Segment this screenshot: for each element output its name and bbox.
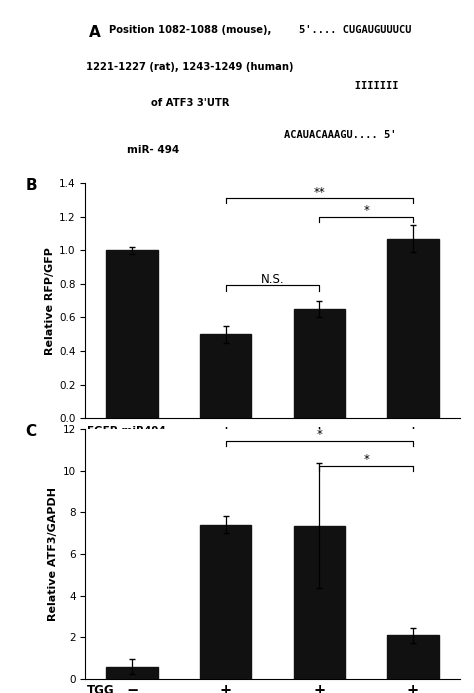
Text: miR-494 antisense: miR-494 antisense — [87, 509, 196, 519]
Text: +: + — [314, 453, 325, 466]
Text: −: − — [220, 508, 231, 521]
Text: +: + — [408, 453, 419, 466]
Text: TGG: TGG — [87, 684, 115, 693]
Text: +: + — [313, 683, 326, 693]
Text: 1221-1227 (rat), 1243-1249 (human): 1221-1227 (rat), 1243-1249 (human) — [86, 62, 294, 72]
Text: ACAUACAAAGU.... 5': ACAUACAAAGU.... 5' — [284, 130, 396, 140]
Text: −: − — [127, 480, 137, 493]
Bar — [106, 667, 158, 679]
Text: Position 1082-1088 (mouse),: Position 1082-1088 (mouse), — [109, 26, 271, 35]
Text: B: B — [26, 178, 37, 193]
Text: +: + — [220, 453, 231, 466]
Text: RFP-ATF3-3'UTR: RFP-ATF3-3'UTR — [87, 454, 182, 464]
Y-axis label: Relative RFP/GFP: Relative RFP/GFP — [45, 247, 55, 355]
Text: N.S.: N.S. — [261, 273, 284, 286]
Text: +: + — [219, 683, 232, 693]
Text: +: + — [127, 453, 137, 466]
Y-axis label: Relative ATF3/GAPDH: Relative ATF3/GAPDH — [48, 487, 58, 621]
Text: **: ** — [313, 186, 325, 199]
Text: 5'.... CUGAUGUUUCU: 5'.... CUGAUGUUUCU — [299, 26, 411, 35]
Bar — [293, 526, 345, 679]
Text: +: + — [220, 425, 231, 438]
Text: −: − — [127, 508, 137, 521]
Text: +: + — [407, 683, 419, 693]
Text: EGFP-miR494: EGFP-miR494 — [87, 426, 166, 436]
Text: +: + — [314, 480, 325, 493]
Text: miR- 494: miR- 494 — [127, 145, 179, 155]
Bar — [200, 525, 252, 679]
Bar — [200, 334, 252, 419]
Text: IIIIIII: IIIIIII — [311, 82, 399, 91]
Text: −: − — [314, 508, 325, 521]
Text: −: − — [127, 425, 137, 438]
Bar — [293, 309, 345, 419]
Text: −: − — [220, 480, 231, 493]
Text: −: − — [126, 683, 138, 693]
Text: of ATF3 3'UTR: of ATF3 3'UTR — [151, 98, 229, 108]
Text: Scramble: Scramble — [87, 482, 142, 491]
Text: A: A — [89, 26, 101, 40]
Text: *: * — [317, 428, 322, 441]
Text: *: * — [363, 453, 369, 466]
Bar — [387, 635, 439, 679]
Bar — [387, 238, 439, 419]
Text: −: − — [408, 480, 419, 493]
Text: +: + — [408, 425, 419, 438]
Bar — [106, 250, 158, 419]
Text: C: C — [26, 424, 36, 439]
Text: *: * — [363, 204, 369, 217]
Text: +: + — [314, 425, 325, 438]
Text: +: + — [408, 508, 419, 521]
